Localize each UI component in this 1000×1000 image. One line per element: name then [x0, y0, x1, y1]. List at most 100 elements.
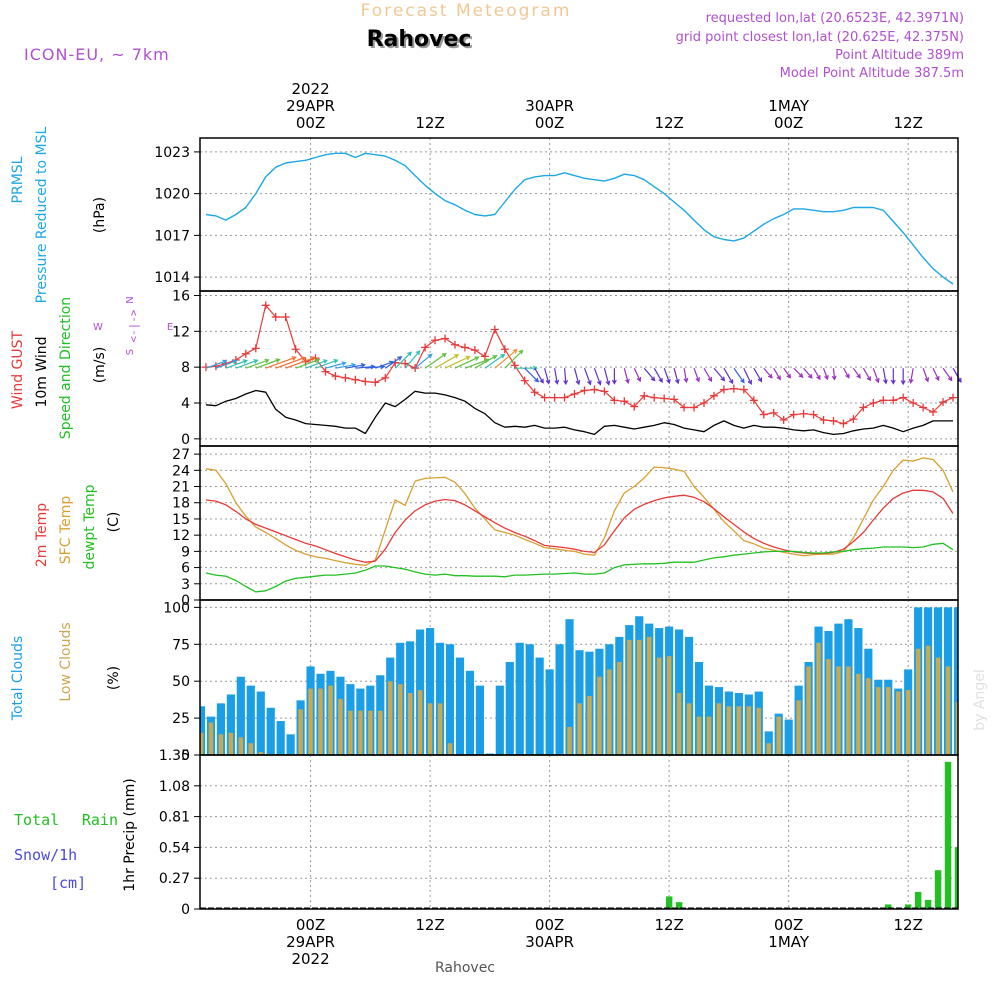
panel-border — [199, 137, 959, 292]
wind-direction-arrow — [703, 367, 713, 383]
total-clouds-bar — [784, 719, 793, 755]
gust-marker — [749, 396, 758, 405]
low-clouds-bar — [905, 690, 911, 755]
wind-direction-arrow — [205, 359, 228, 369]
wind-direction-arrow — [611, 368, 617, 385]
y-tick-label: 50 — [172, 674, 190, 690]
total-clouds-bar — [675, 629, 684, 755]
compass-south: S — [125, 349, 136, 355]
location-title-shadow: Rahovec — [369, 29, 474, 54]
wind-direction-arrow — [813, 367, 821, 381]
precipitation-panel: 0 0.27 0.54 0.81 1.08 1.35 Total Rain Snow/1h [cm… — [14, 748, 959, 918]
total-clouds-bar — [200, 706, 206, 755]
low-clouds-bar — [308, 688, 313, 755]
wind-direction-arrow — [623, 368, 630, 385]
total-clouds-bar — [555, 644, 564, 755]
rain-bar — [934, 870, 942, 909]
low-clouds-bar — [338, 698, 343, 755]
clouds-panel: 0 25 50 75 100 Total Clouds Low Clouds (%) — [10, 599, 959, 764]
low-clouds-bar — [856, 673, 861, 755]
wind-direction-arrow — [225, 359, 248, 369]
wind-direction-arrow — [803, 367, 813, 379]
time-label-top: 00Z — [535, 114, 564, 132]
wind-direction-arrow — [831, 368, 837, 381]
y-tick-label: 1.35 — [159, 748, 190, 764]
low-clouds-bar — [935, 657, 941, 755]
gust-marker — [590, 385, 599, 394]
time-label-bottom: 00Z — [296, 916, 325, 934]
low-clouds-bar — [637, 639, 642, 755]
requested-point: requested lon,lat (20.6523E, 42.3971N) — [706, 11, 964, 26]
gust-marker — [441, 334, 450, 343]
low-clouds-bar — [716, 703, 722, 755]
low-clouds-bar — [258, 752, 264, 755]
total-clouds-bar — [236, 676, 245, 755]
low-clouds-bar — [587, 695, 592, 755]
wind-direction-arrow — [285, 356, 317, 369]
gust-marker — [949, 393, 958, 402]
wind-direction-arrow — [315, 359, 339, 369]
gust-marker — [331, 372, 340, 381]
rain-bar — [904, 904, 912, 909]
wind-direction-arrow — [394, 351, 412, 369]
low-clouds-bar — [696, 716, 702, 755]
time-label-bottom: 12Z — [415, 916, 444, 934]
low-clouds-bar — [208, 722, 214, 755]
low-clouds-bar — [826, 659, 831, 755]
gust-marker — [431, 336, 440, 345]
gust-marker — [291, 345, 300, 354]
gust-marker — [540, 393, 549, 402]
total-clouds-bar — [455, 657, 465, 755]
total-clouds-bar — [465, 670, 475, 755]
gust-marker — [620, 397, 629, 406]
low-clouds-bar — [866, 678, 871, 755]
wind-direction-arrow — [593, 367, 602, 386]
low-clouds-bar — [736, 706, 742, 755]
time-label-top: 12Z — [415, 114, 444, 132]
low-clouds-bar — [915, 648, 921, 755]
time-label-bottom: 2022 — [291, 950, 329, 968]
pressure-unit: (hPa) — [92, 197, 108, 233]
gust-marker — [929, 407, 938, 416]
wind-direction-arrow — [932, 367, 940, 382]
low-clouds-bar — [417, 690, 423, 755]
time-label-top: 00Z — [774, 114, 803, 132]
low-clouds-bar — [676, 693, 682, 755]
wind-direction-arrow — [424, 352, 447, 369]
low-clouds-bar — [656, 657, 662, 755]
time-label-bottom: 12Z — [654, 916, 683, 934]
low-clouds-bar — [806, 666, 811, 755]
low-clouds-bar — [567, 726, 572, 755]
y-tick-label: 21 — [172, 480, 190, 496]
wind-direction-arrow — [275, 356, 307, 369]
low-clouds-bar — [407, 693, 413, 755]
gust-marker — [550, 393, 559, 402]
wind-direction-arrow — [534, 367, 544, 384]
low-clouds-bar — [447, 743, 453, 755]
total-clouds-bar — [545, 669, 554, 755]
y-tick-label: 1017 — [154, 228, 190, 244]
rain-label-total: Total — [14, 811, 59, 829]
total-clouds-bar — [515, 642, 524, 755]
gust-marker — [829, 416, 838, 425]
rain-bar — [954, 847, 958, 909]
wind-direction-arrow — [900, 368, 906, 386]
total-clouds-bar — [694, 662, 704, 755]
y-tick-label: 12 — [172, 324, 190, 340]
low-clouds-bar — [895, 691, 901, 755]
wind-direction-arrow — [444, 355, 471, 369]
low-clouds-bar — [228, 732, 234, 755]
wind-direction-arrow — [554, 368, 560, 385]
gust-marker — [470, 346, 479, 355]
wind-gust-label: Wind GUST — [10, 330, 26, 409]
total-clouds-bar — [475, 685, 484, 755]
low-clouds-bar — [756, 707, 762, 755]
total-clouds-bar — [565, 619, 574, 755]
wind-direction-arrow — [484, 353, 506, 369]
wind-direction-arrow — [583, 367, 592, 386]
total-clouds-bar — [276, 721, 285, 755]
gust-marker — [670, 395, 679, 404]
wind-unit: (m/s) — [92, 347, 108, 384]
gust-marker — [241, 349, 250, 358]
